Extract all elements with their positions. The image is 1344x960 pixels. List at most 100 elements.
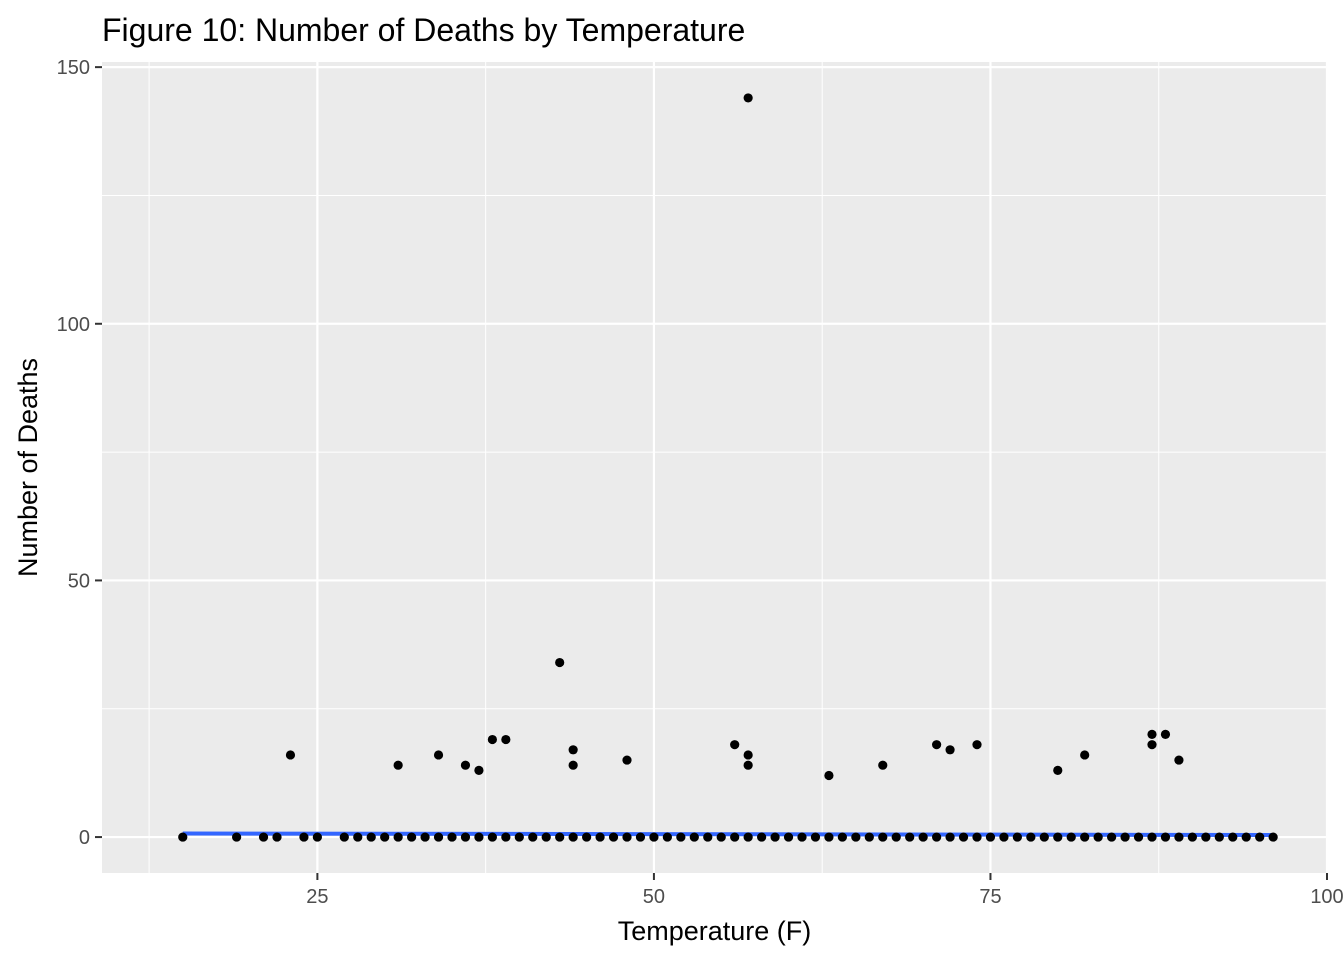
data-point bbox=[501, 832, 511, 842]
data-point bbox=[1066, 832, 1076, 842]
data-point bbox=[932, 740, 942, 750]
data-point bbox=[689, 832, 699, 842]
data-point bbox=[1120, 832, 1130, 842]
x-axis-title: Temperature (F) bbox=[618, 916, 812, 946]
data-point bbox=[757, 832, 767, 842]
data-point bbox=[676, 832, 686, 842]
y-tick-label: 100 bbox=[57, 314, 90, 336]
data-point bbox=[1026, 832, 1036, 842]
trend-line bbox=[182, 831, 1274, 838]
data-point bbox=[501, 734, 511, 745]
data-point bbox=[1214, 832, 1224, 842]
data-point bbox=[555, 832, 565, 842]
data-point bbox=[851, 832, 861, 842]
data-point bbox=[474, 765, 484, 775]
data-point bbox=[622, 755, 632, 765]
data-point bbox=[1268, 832, 1278, 842]
data-point bbox=[568, 745, 578, 755]
data-point bbox=[730, 832, 740, 842]
data-point bbox=[433, 832, 444, 842]
x-tick-label: 75 bbox=[979, 886, 1001, 908]
data-point bbox=[1228, 832, 1238, 842]
data-point bbox=[541, 832, 551, 842]
data-point bbox=[258, 832, 269, 842]
x-tick-label: 100 bbox=[1310, 886, 1343, 908]
data-point bbox=[878, 760, 888, 770]
data-point bbox=[797, 832, 807, 842]
data-point bbox=[514, 832, 524, 842]
data-point bbox=[433, 750, 444, 760]
data-point bbox=[1147, 832, 1157, 842]
data-point bbox=[824, 770, 834, 781]
data-point bbox=[407, 832, 417, 842]
data-point bbox=[568, 832, 578, 842]
data-point bbox=[353, 832, 363, 842]
data-point bbox=[312, 832, 322, 842]
data-point bbox=[1039, 832, 1049, 842]
data-point bbox=[1147, 740, 1157, 750]
data-point bbox=[932, 832, 942, 842]
data-point bbox=[1255, 832, 1265, 842]
data-point bbox=[985, 832, 996, 842]
data-point bbox=[474, 832, 484, 842]
data-point bbox=[837, 832, 847, 842]
data-point bbox=[945, 745, 955, 755]
data-point bbox=[1080, 750, 1090, 760]
data-point bbox=[878, 832, 888, 842]
data-point bbox=[299, 832, 309, 842]
data-point bbox=[972, 832, 982, 842]
data-point bbox=[460, 832, 471, 842]
data-point bbox=[272, 832, 282, 842]
data-point bbox=[582, 832, 592, 842]
data-point bbox=[568, 760, 578, 770]
x-axis: 25 50 75 100 bbox=[306, 873, 1344, 908]
x-tick-label: 25 bbox=[306, 886, 328, 908]
data-point bbox=[743, 832, 753, 842]
data-point bbox=[178, 832, 188, 842]
data-point bbox=[783, 832, 794, 842]
data-points bbox=[178, 93, 1278, 842]
data-point bbox=[918, 832, 928, 842]
data-point bbox=[635, 832, 646, 842]
data-point bbox=[891, 832, 901, 842]
y-axis: 0 50 100 150 bbox=[57, 57, 102, 849]
data-point bbox=[703, 832, 713, 842]
y-tick-label: 50 bbox=[68, 570, 90, 592]
data-point bbox=[1160, 729, 1171, 740]
data-point bbox=[972, 740, 982, 750]
data-point bbox=[1201, 832, 1211, 842]
grid-minor bbox=[102, 62, 1327, 873]
data-point bbox=[487, 734, 497, 745]
trend-line-group bbox=[182, 831, 1274, 838]
data-point bbox=[958, 832, 969, 842]
data-point bbox=[649, 832, 659, 842]
data-point bbox=[743, 750, 753, 760]
data-point bbox=[460, 760, 471, 770]
x-tick-label: 50 bbox=[643, 886, 665, 908]
y-tick-label: 0 bbox=[79, 827, 90, 849]
data-point bbox=[1174, 755, 1184, 765]
data-point bbox=[393, 832, 403, 842]
data-point bbox=[595, 832, 605, 842]
data-point bbox=[1053, 765, 1063, 775]
data-point bbox=[905, 832, 915, 842]
data-point bbox=[608, 832, 619, 842]
data-point bbox=[1187, 832, 1197, 842]
data-point bbox=[1107, 832, 1117, 842]
data-point bbox=[945, 832, 955, 842]
data-point bbox=[1080, 832, 1090, 842]
plot-panel bbox=[102, 62, 1327, 873]
data-point bbox=[1241, 832, 1251, 842]
data-point bbox=[447, 832, 457, 842]
data-point bbox=[528, 832, 538, 842]
data-point bbox=[1133, 832, 1144, 842]
data-point bbox=[824, 832, 834, 842]
y-tick-label: 150 bbox=[57, 57, 90, 79]
data-point bbox=[1012, 832, 1022, 842]
data-point bbox=[999, 832, 1009, 842]
data-point bbox=[1093, 832, 1103, 842]
data-point bbox=[743, 760, 753, 770]
data-point bbox=[662, 832, 672, 842]
chart-title: Figure 10: Number of Deaths by Temperatu… bbox=[102, 12, 745, 48]
data-point bbox=[1147, 729, 1157, 740]
